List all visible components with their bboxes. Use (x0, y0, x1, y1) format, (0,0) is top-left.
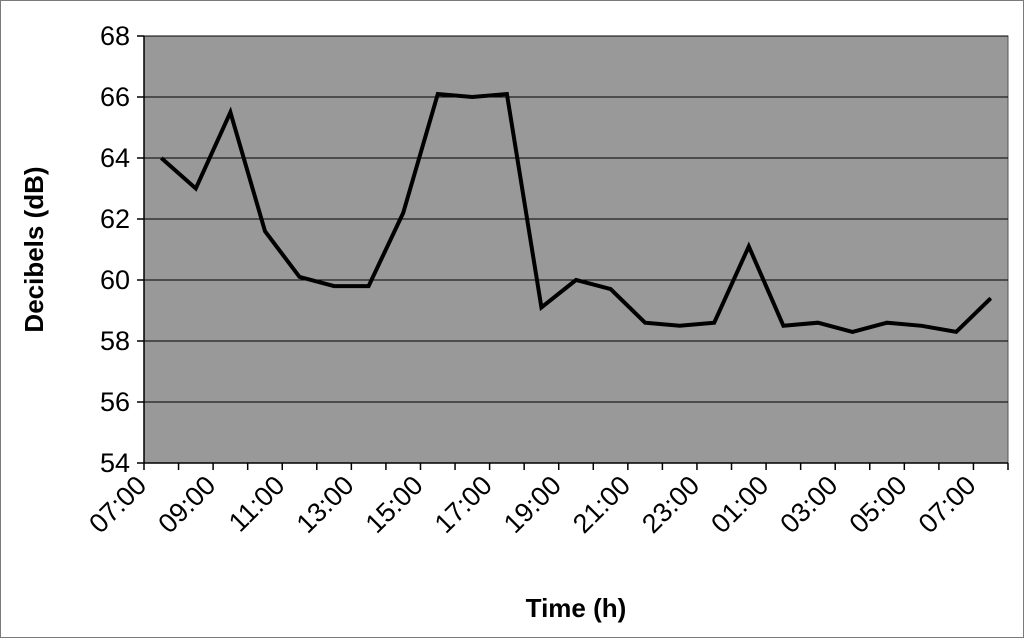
data-point (333, 285, 335, 287)
y-tick-label: 60 (100, 265, 130, 295)
x-tick-label: 15:00 (360, 470, 429, 539)
x-tick-label: 11:00 (223, 470, 291, 538)
data-point (229, 111, 231, 113)
x-tick-label: 17:00 (429, 470, 498, 539)
x-tick-label: 09:00 (152, 470, 221, 539)
data-point (921, 325, 923, 327)
x-tick-label: 03:00 (774, 470, 843, 539)
x-tick-label: 23:00 (636, 470, 705, 539)
y-tick-label: 62 (100, 204, 130, 234)
plot-area (143, 35, 1009, 464)
axes (143, 36, 1009, 470)
y-axis-tick-labels: 54 56 58 60 62 64 66 68 (100, 21, 130, 478)
x-axis-title: Time (h) (526, 593, 627, 623)
data-point (368, 285, 370, 287)
data-point (990, 297, 992, 299)
x-tick-label: 07:00 (913, 470, 982, 539)
data-point (782, 325, 784, 327)
data-point (679, 325, 681, 327)
x-tick-label: 19:00 (498, 470, 567, 539)
x-tick-label: 13:00 (291, 470, 360, 539)
data-point (817, 322, 819, 324)
data-point (402, 212, 404, 214)
data-points (160, 93, 992, 333)
x-tick-label: 01:00 (705, 470, 774, 539)
y-axis-title: Decibels (dB) (19, 166, 49, 332)
y-tick-label: 58 (100, 326, 130, 356)
x-axis-tick-labels: 07:00 09:00 11:00 13:00 15:00 17:00 19:00 21:00… (83, 470, 981, 539)
x-tick-label: 05:00 (844, 470, 913, 539)
data-point (851, 331, 853, 333)
y-tick-label: 56 (100, 387, 130, 417)
y-tick-label: 68 (100, 21, 130, 51)
y-tick-label: 64 (100, 143, 130, 173)
data-point (506, 93, 508, 95)
x-tick-label: 07:00 (83, 470, 152, 539)
y-tick-label: 66 (100, 82, 130, 112)
data-point (955, 331, 957, 333)
data-point (575, 279, 577, 281)
data-point (264, 230, 266, 232)
data-point (160, 157, 162, 159)
data-point (299, 276, 301, 278)
x-tick-label: 21:00 (567, 470, 636, 539)
y-tick-label: 54 (100, 448, 130, 478)
data-point (886, 322, 888, 324)
data-point (644, 322, 646, 324)
data-point (437, 93, 439, 95)
data-point (713, 322, 715, 324)
data-point (471, 96, 473, 98)
data-point (195, 188, 197, 189)
data-point (540, 306, 542, 308)
data-point (748, 245, 750, 247)
data-point (610, 288, 612, 290)
